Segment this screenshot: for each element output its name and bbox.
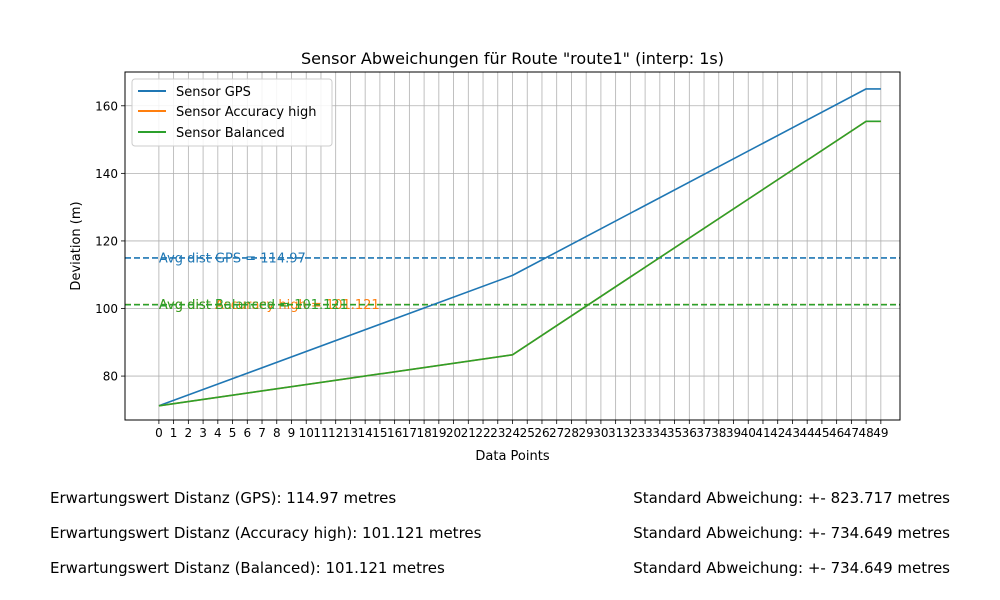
x-tick-label: 10 xyxy=(299,426,314,440)
x-tick-label: 7 xyxy=(258,426,266,440)
expectation-balanced: Erwartungswert Distanz (Balanced): 101.1… xyxy=(50,559,445,577)
x-tick-label: 16 xyxy=(387,426,402,440)
legend: Sensor GPS Sensor Accuracy high Sensor B… xyxy=(131,78,333,147)
x-tick-label: 34 xyxy=(652,426,667,440)
legend-label-balanced: Sensor Balanced xyxy=(176,126,285,141)
deviation-accuracy-high: Standard Abweichung: +- 734.649 metres xyxy=(633,524,950,542)
x-tick-label: 36 xyxy=(682,426,697,440)
x-tick-label: 4 xyxy=(214,426,222,440)
x-tick-label: 18 xyxy=(416,426,431,440)
x-tick-label: 37 xyxy=(696,426,711,440)
y-tick-label: 100 xyxy=(95,302,118,316)
y-tick-label: 160 xyxy=(95,99,118,113)
x-tick-label: 39 xyxy=(726,426,741,440)
x-tick-label: 23 xyxy=(490,426,505,440)
x-tick-label: 11 xyxy=(313,426,328,440)
avg-label-0: Avg dist GPS = 114.97 xyxy=(159,251,306,266)
deviation-balanced: Standard Abweichung: +- 734.649 metres xyxy=(633,559,950,577)
x-tick-label: 5 xyxy=(229,426,237,440)
x-tick-label: 33 xyxy=(637,426,652,440)
x-tick-label: 13 xyxy=(343,426,358,440)
x-tick-label: 35 xyxy=(667,426,682,440)
x-tick-label: 14 xyxy=(358,426,373,440)
x-tick-label: 6 xyxy=(243,426,251,440)
legend-label-accuracy-high: Sensor Accuracy high xyxy=(176,105,317,120)
series-line-2 xyxy=(158,120,881,407)
x-tick-label: 21 xyxy=(461,426,476,440)
x-tick-label: 24 xyxy=(505,426,520,440)
x-tick-label: 27 xyxy=(549,426,564,440)
x-tick-label: 12 xyxy=(328,426,343,440)
axes: 0 1 2 3 4 5 6 7 8 9 10 11 12 13 14 15 16 17 18 19 20 21 22 23 24… xyxy=(95,99,888,440)
x-tick-label: 28 xyxy=(564,426,579,440)
y-tick-label: 140 xyxy=(95,167,118,181)
x-tick-label: 45 xyxy=(814,426,829,440)
avg-label-2: Avg dist Balanced = 101.121 xyxy=(159,298,348,313)
x-tick-label: 47 xyxy=(844,426,859,440)
x-tick-label: 1 xyxy=(170,426,178,440)
x-tick-label: 40 xyxy=(741,426,756,440)
y-tick-label: 80 xyxy=(103,370,118,384)
x-tick-label: 30 xyxy=(593,426,608,440)
chart-title: Sensor Abweichungen für Route "route1" (… xyxy=(301,49,724,68)
x-tick-label: 49 xyxy=(873,426,888,440)
x-tick-label: 42 xyxy=(770,426,785,440)
avg-label-1: Avg dist Accuracy high = 101.121 xyxy=(159,298,380,313)
deviation-gps: Standard Abweichung: +- 823.717 metres xyxy=(633,489,950,507)
x-tick-label: 31 xyxy=(608,426,623,440)
x-tick-label: 44 xyxy=(800,426,815,440)
expectation-gps: Erwartungswert Distanz (GPS): 114.97 met… xyxy=(50,489,397,507)
x-tick-label: 32 xyxy=(623,426,638,440)
x-tick-label: 22 xyxy=(475,426,490,440)
x-tick-label: 41 xyxy=(755,426,770,440)
expectation-accuracy-high: Erwartungswert Distanz (Accuracy high): … xyxy=(50,524,482,542)
series-lines xyxy=(158,88,881,407)
x-tick-label: 8 xyxy=(273,426,281,440)
x-tick-label: 3 xyxy=(199,426,207,440)
x-tick-label: 29 xyxy=(579,426,594,440)
x-tick-label: 20 xyxy=(446,426,461,440)
x-tick-label: 0 xyxy=(155,426,163,440)
legend-label-gps: Sensor GPS xyxy=(176,85,251,100)
deviation-chart: Avg dist GPS = 114.97 Avg dist Accuracy h… xyxy=(69,49,901,464)
x-tick-label: 15 xyxy=(372,426,387,440)
x-tick-label: 48 xyxy=(858,426,873,440)
x-tick-label: 38 xyxy=(711,426,726,440)
legend-box xyxy=(131,78,333,147)
y-tick-label: 120 xyxy=(95,234,118,248)
x-tick-label: 2 xyxy=(185,426,193,440)
y-axis-label: Deviation (m) xyxy=(69,201,84,290)
series-line-0 xyxy=(158,88,881,407)
x-tick-label: 26 xyxy=(534,426,549,440)
x-tick-label: 19 xyxy=(431,426,446,440)
average-lines: Avg dist GPS = 114.97 Avg dist Accuracy h… xyxy=(125,251,900,313)
x-axis-label: Data Points xyxy=(475,449,549,464)
x-tick-label: 25 xyxy=(520,426,535,440)
x-tick-label: 9 xyxy=(288,426,296,440)
x-tick-label: 43 xyxy=(785,426,800,440)
x-tick-label: 46 xyxy=(829,426,844,440)
x-tick-label: 17 xyxy=(402,426,417,440)
